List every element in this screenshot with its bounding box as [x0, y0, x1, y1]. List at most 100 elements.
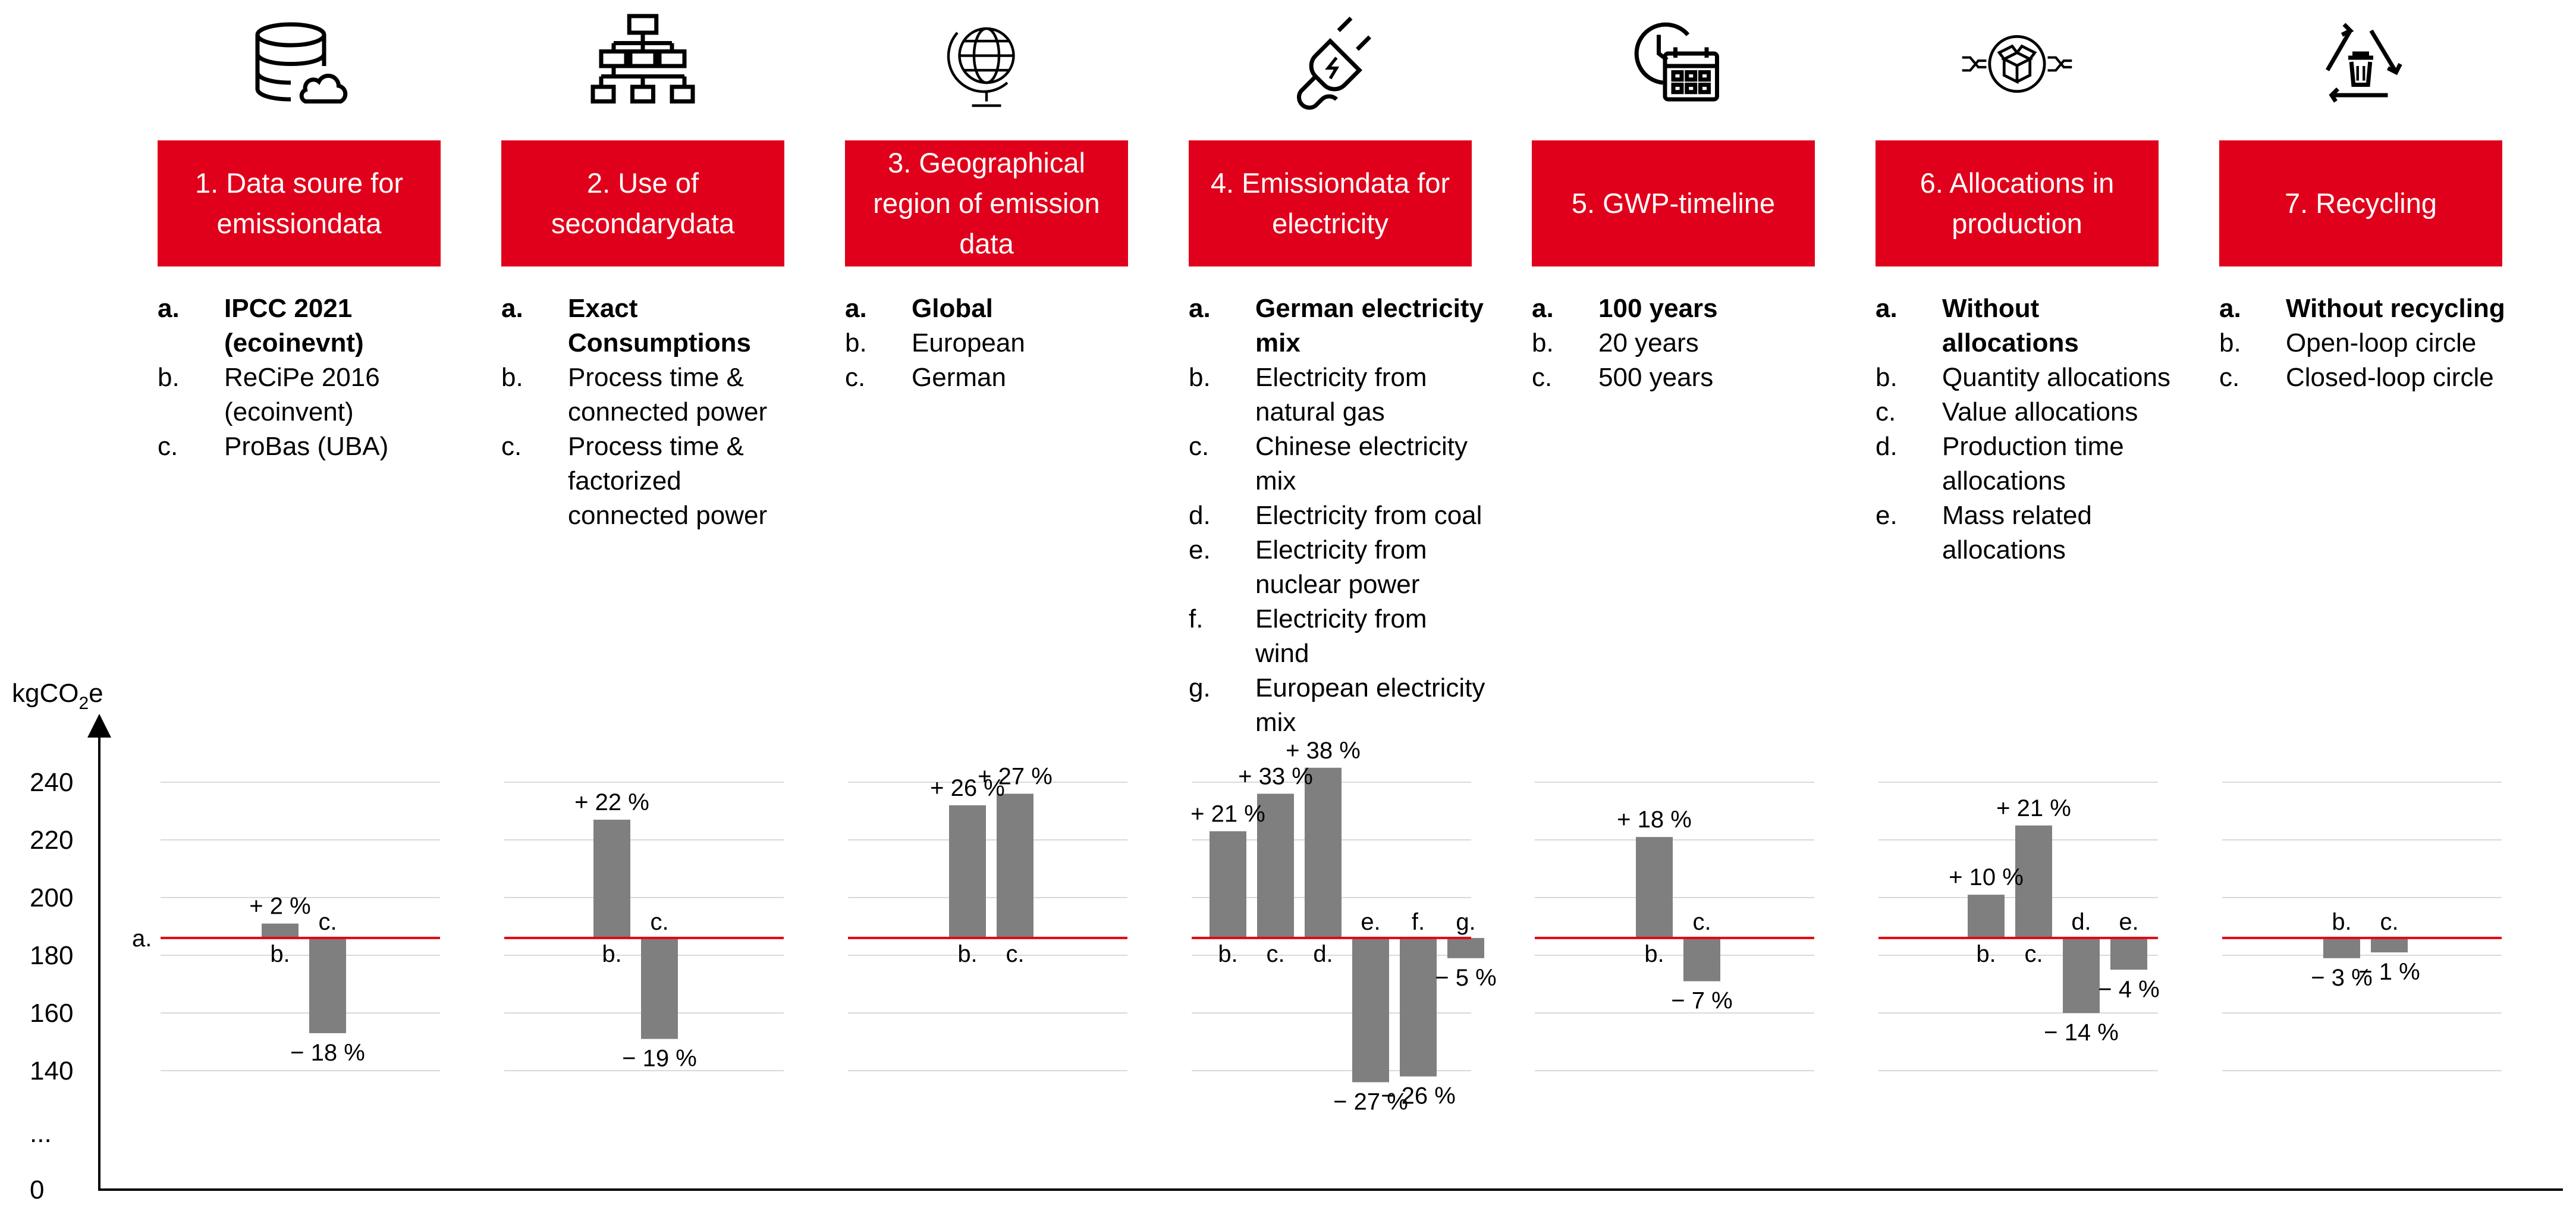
bar-percent-label: − 4 %	[2098, 976, 2159, 1002]
option-item: c. Chinese electricity mix	[1189, 429, 1486, 498]
step-column-2: 2. Use of secondarydata a. Exact Consumpti…	[501, 0, 784, 738]
option-text: European	[912, 328, 1025, 357]
option-list: a. Without allocations b. Quantity allocati…	[1876, 291, 2173, 567]
bar-option-label: b.	[602, 941, 621, 967]
option-letter: c.	[1876, 397, 1896, 426]
option-item: b. European	[845, 326, 1142, 360]
option-text: German electricity mix	[1255, 294, 1484, 357]
y-ticks: 240 220 200 180 160 140... 0	[30, 768, 73, 1205]
option-item: a. Global	[845, 291, 1142, 326]
bar-percent-label: − 19 %	[622, 1046, 697, 1072]
bar-percent-label: − 27 %	[1333, 1089, 1408, 1115]
option-letter: c.	[1532, 363, 1553, 392]
bar	[1257, 793, 1294, 938]
bar-option-label: c.	[1266, 941, 1284, 967]
option-list: a. German electricity mix b. Electricity fr…	[1189, 291, 1486, 740]
box-allocation-icon	[1876, 9, 2159, 119]
bar-percent-label: + 21 %	[1996, 795, 2071, 821]
bar-percent-label: − 3 %	[2311, 965, 2372, 991]
option-letter: d.	[1876, 432, 1898, 461]
bar-percent-label: + 27 %	[978, 763, 1053, 789]
option-item: a. Without recycling	[2219, 291, 2517, 326]
bar-option-label: c.	[650, 909, 668, 935]
bar-percent-label: − 18 %	[290, 1040, 365, 1066]
option-text: ReCiPe 2016 (ecoinvent)	[224, 363, 380, 426]
clock-calendar-icon	[1532, 9, 1815, 119]
option-letter: a.	[158, 294, 180, 323]
bar-percent-label: − 14 %	[2044, 1020, 2119, 1046]
y-tick-label: 220	[30, 826, 73, 855]
option-item: a. German electricity mix	[1189, 291, 1486, 360]
bar-option-label: b.	[1976, 941, 1996, 967]
option-list: a. Without recycling b. Open-loop circle c. C…	[2219, 291, 2517, 395]
bar-option-label: c.	[318, 909, 337, 935]
database-cloud-icon	[158, 9, 441, 119]
bar-option-label: b.	[2332, 909, 2351, 935]
y-tick-label: ...	[30, 1119, 52, 1148]
option-list: a. 100 years b. 20 years c. 500 years	[1532, 291, 1829, 395]
option-item: c. Process time & factorized connected po…	[501, 429, 799, 533]
option-item: b. Quantity allocations	[1876, 360, 2173, 395]
step-header: 1. Data soure for emissiondata	[158, 140, 441, 266]
option-letter: a.	[2219, 294, 2241, 323]
option-text: Value allocations	[1942, 397, 2138, 426]
option-text: Electricity from nuclear power	[1255, 535, 1427, 599]
option-item: b. ReCiPe 2016 (ecoinvent)	[158, 360, 455, 429]
power-plug-icon	[1189, 9, 1472, 119]
bar	[309, 937, 346, 1033]
bar-option-label: c.	[1006, 941, 1024, 967]
option-item: e. Mass related allocations	[1876, 498, 2173, 567]
axes: kgCO2e	[12, 679, 2563, 1191]
option-item: a. IPCC 2021 (ecoinevnt)	[158, 291, 455, 360]
bar-option-label: e.	[1361, 909, 1380, 935]
bar-option-label: b.	[1644, 941, 1664, 967]
option-text: German	[912, 363, 1006, 392]
step-header: 4. Emissiondata for electricity	[1189, 140, 1472, 266]
step-header: 7. Recycling	[2219, 140, 2502, 266]
option-item: d. Production time allocations	[1876, 429, 2173, 498]
option-letter: a.	[1876, 294, 1898, 323]
bar	[2110, 937, 2147, 970]
option-text: Exact Consumptions	[568, 294, 751, 357]
bar-option-label: f.	[1412, 909, 1425, 935]
option-item: c. Value allocations	[1876, 395, 2173, 429]
step-header: 3. Geographical region of emission data	[845, 140, 1128, 266]
option-letter: b.	[1532, 328, 1554, 357]
y-axis-label-tail: e	[89, 679, 103, 708]
bar-option-label: c.	[2024, 941, 2043, 967]
option-item: a. 100 years	[1532, 291, 1829, 326]
bar	[2323, 937, 2360, 958]
option-text: Quantity allocations	[1942, 363, 2170, 392]
y-tick-label: 140	[30, 1056, 73, 1086]
step-header: 6. Allocations in production	[1876, 140, 2159, 266]
option-letter: b.	[845, 328, 867, 357]
option-text: 100 years	[1598, 294, 1718, 323]
bar-percent-label: + 10 %	[1949, 864, 2024, 890]
option-text: IPCC 2021 (ecoinevnt)	[224, 294, 364, 357]
option-text: European electricity mix	[1255, 673, 1485, 737]
option-text: 500 years	[1598, 363, 1714, 392]
option-item: a. Without allocations	[1876, 291, 2173, 360]
option-text: Production time allocations	[1942, 432, 2124, 495]
bar	[1400, 937, 1437, 1077]
bar	[1968, 895, 2005, 938]
step-header: 5. GWP-timeline	[1532, 140, 1815, 266]
step-header: 2. Use of secondarydata	[501, 140, 784, 266]
option-item: c. Closed-loop circle	[2219, 360, 2517, 395]
step-column-3: 3. Geographical region of emission data a…	[845, 0, 1128, 738]
option-list: a. Global b. European c. German	[845, 291, 1142, 395]
bar	[949, 805, 986, 938]
option-text: Without allocations	[1942, 294, 2079, 357]
bar-option-label: d.	[1313, 941, 1333, 967]
bar-option-label: g.	[1456, 909, 1475, 935]
bar-percent-label: + 2 %	[249, 893, 310, 920]
bar-percent-label: + 38 %	[1286, 738, 1361, 764]
bar-option-label: e.	[2119, 909, 2138, 935]
bar	[2371, 937, 2408, 953]
option-item: b. Electricity from natural gas	[1189, 360, 1486, 429]
y-tick-label: 0	[30, 1175, 44, 1205]
option-letter: e.	[1189, 535, 1211, 564]
option-item: b. Process time & connected power	[501, 360, 799, 429]
option-text: Electricity from natural gas	[1255, 363, 1427, 426]
bar	[1447, 937, 1484, 958]
